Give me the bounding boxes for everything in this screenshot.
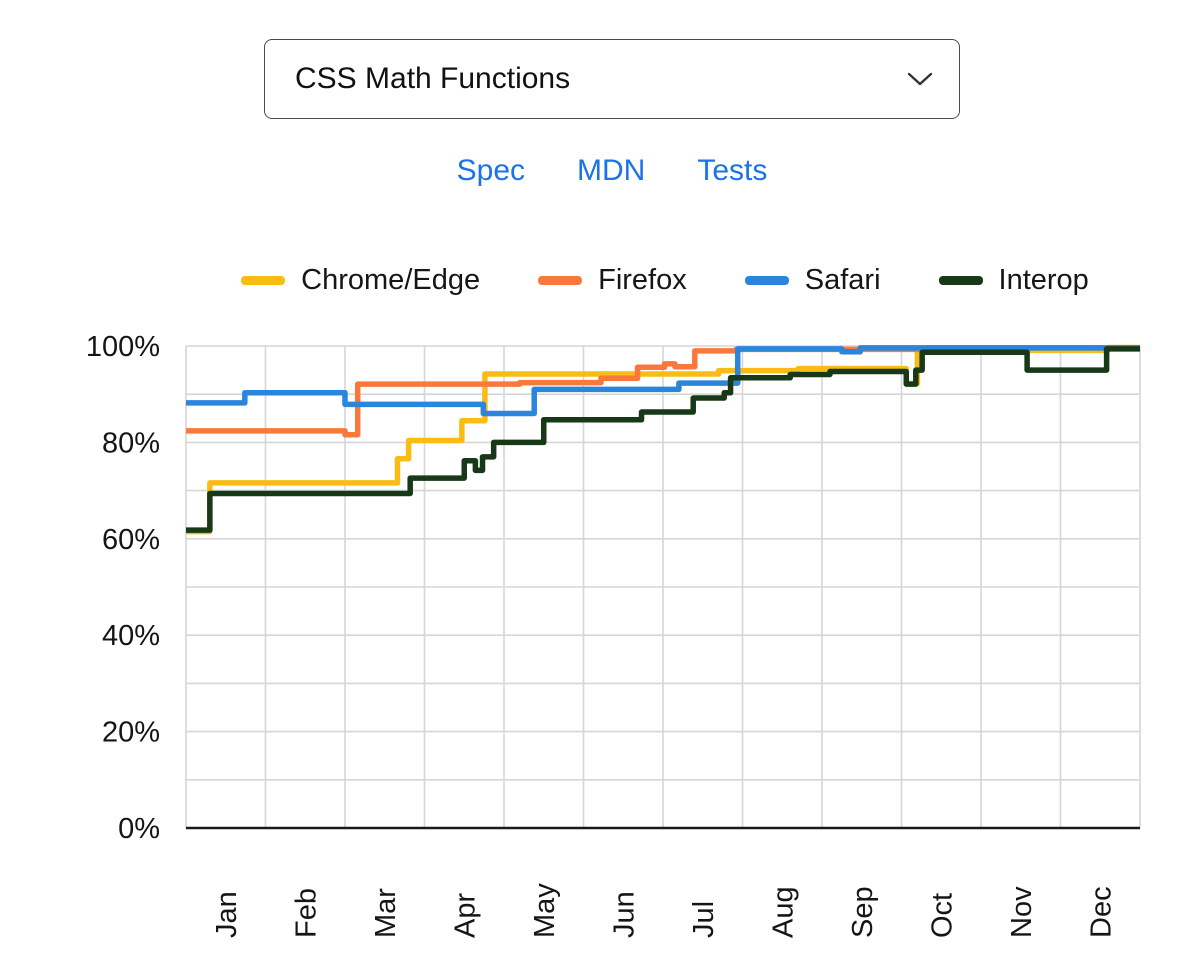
x-tick-label: May [529, 883, 561, 938]
y-tick-label: 60% [102, 524, 160, 556]
x-tick-label: Feb [290, 888, 322, 938]
legend-label-safari: Safari [804, 263, 881, 296]
chevron-down-icon [907, 71, 933, 87]
legend-swatch-interop [938, 275, 983, 285]
legend-item-chrome-edge: Chrome/Edge [241, 264, 480, 297]
x-tick-label: Mar [370, 888, 402, 938]
chart-legend: Chrome/Edge Firefox Safari Interop [130, 258, 1200, 302]
legend-label-interop: Interop [998, 263, 1089, 296]
x-tick-label: Nov [1006, 886, 1038, 938]
legend-item-firefox: Firefox [538, 264, 687, 297]
y-tick-label: 100% [86, 331, 160, 363]
series-line-safari [186, 345, 1140, 417]
legend-item-safari: Safari [744, 263, 881, 297]
tests-link[interactable]: Tests [697, 154, 768, 187]
legend-label-chrome-edge: Chrome/Edge [301, 263, 481, 296]
series-line-chrome-edge [186, 344, 1140, 535]
legend-swatch-safari [744, 275, 789, 285]
series-line-interop [186, 346, 1140, 533]
x-tick-label: Jun [608, 891, 640, 938]
feature-select[interactable]: CSS Math Functions [264, 39, 960, 119]
mdn-link[interactable]: MDN [577, 154, 646, 187]
spec-link[interactable]: Spec [456, 154, 526, 187]
legend-item-interop: Interop [938, 263, 1089, 297]
legend-swatch-chrome-edge [241, 275, 286, 285]
feature-select-value: CSS Math Functions [295, 62, 571, 95]
x-tick-label: Dec [1085, 886, 1117, 938]
resource-links: Spec MDN Tests [264, 148, 960, 194]
x-tick-label: Apr [449, 893, 481, 938]
x-tick-label: Aug [767, 886, 799, 938]
x-tick-label: Jan [211, 891, 243, 938]
x-tick-label: Jul [688, 901, 720, 938]
legend-swatch-firefox [538, 275, 583, 285]
legend-label-firefox: Firefox [598, 263, 687, 296]
x-tick-label: Sep [847, 886, 879, 938]
y-tick-label: 80% [102, 427, 160, 459]
y-tick-label: 20% [102, 717, 160, 749]
y-tick-label: 0% [118, 813, 160, 845]
y-tick-label: 40% [102, 620, 160, 652]
x-tick-label: Oct [926, 893, 958, 938]
